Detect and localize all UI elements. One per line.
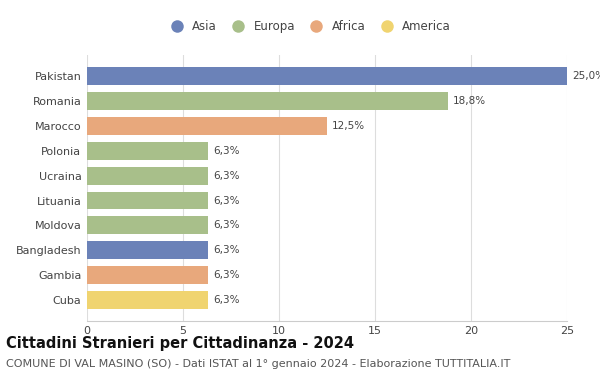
Text: 6,3%: 6,3% — [213, 196, 239, 206]
Text: 6,3%: 6,3% — [213, 270, 239, 280]
Bar — [87, 241, 208, 259]
Text: 6,3%: 6,3% — [213, 245, 239, 255]
Text: COMUNE DI VAL MASINO (SO) - Dati ISTAT al 1° gennaio 2024 - Elaborazione TUTTITA: COMUNE DI VAL MASINO (SO) - Dati ISTAT a… — [6, 359, 511, 369]
Bar — [87, 142, 208, 160]
Bar — [87, 92, 448, 110]
Bar — [87, 117, 327, 135]
Legend: Asia, Europa, Africa, America: Asia, Europa, Africa, America — [165, 20, 451, 33]
Text: 6,3%: 6,3% — [213, 220, 239, 230]
Text: 18,8%: 18,8% — [453, 96, 486, 106]
Bar — [87, 192, 208, 209]
Bar — [87, 67, 567, 85]
Text: 25,0%: 25,0% — [572, 71, 600, 81]
Text: 6,3%: 6,3% — [213, 146, 239, 156]
Bar — [87, 167, 208, 185]
Text: 6,3%: 6,3% — [213, 171, 239, 180]
Bar — [87, 291, 208, 309]
Bar — [87, 266, 208, 284]
Bar — [87, 217, 208, 234]
Text: 12,5%: 12,5% — [332, 121, 365, 131]
Text: Cittadini Stranieri per Cittadinanza - 2024: Cittadini Stranieri per Cittadinanza - 2… — [6, 336, 354, 351]
Text: 6,3%: 6,3% — [213, 295, 239, 305]
